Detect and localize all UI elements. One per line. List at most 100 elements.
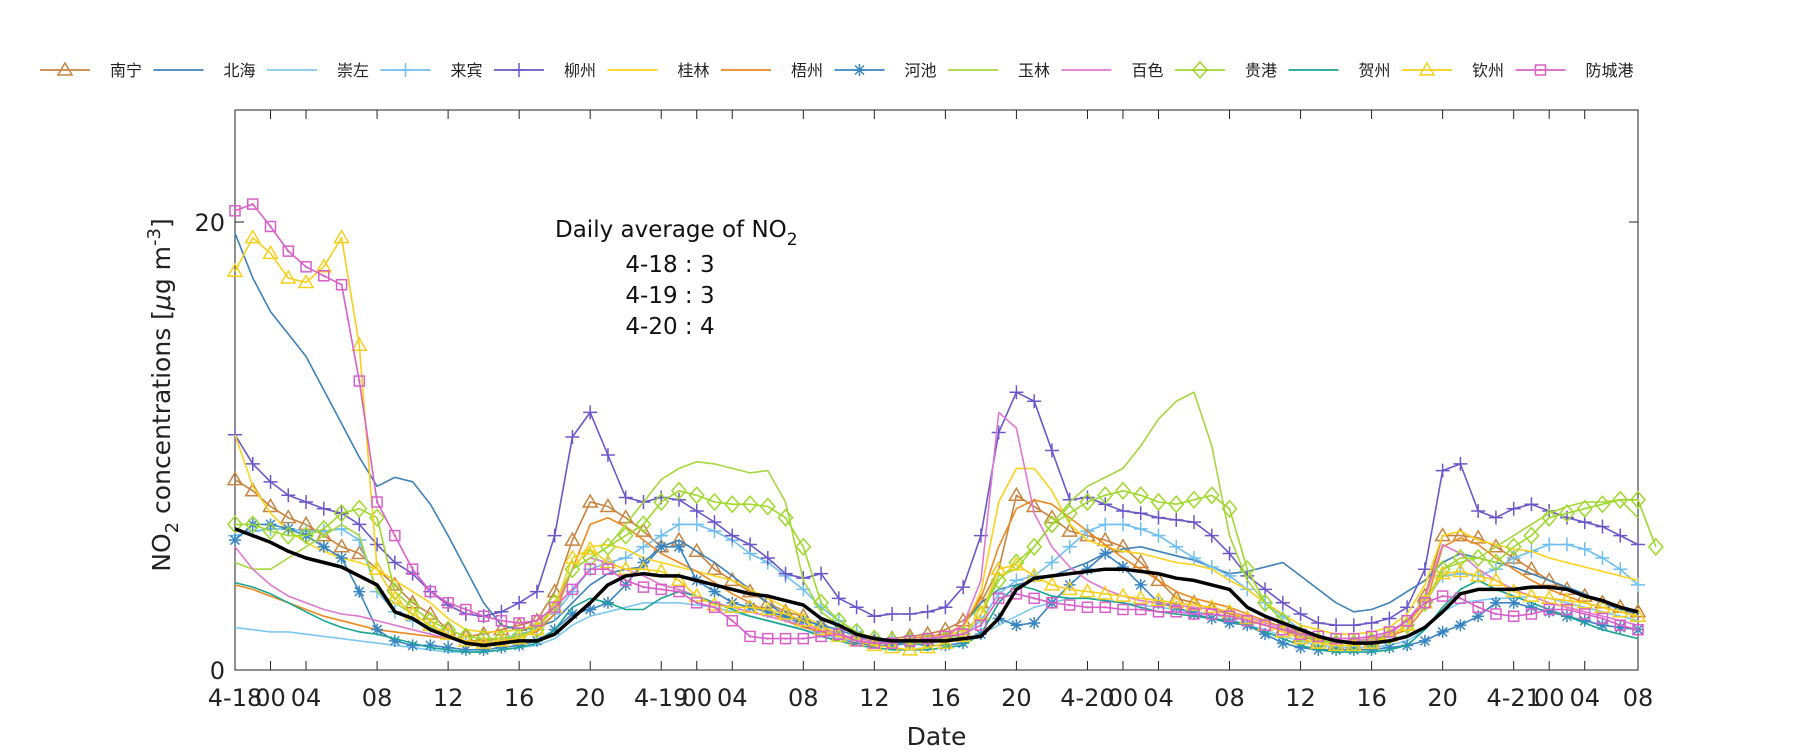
data-point-钦州 <box>901 641 919 656</box>
data-point-防城港-dot <box>944 635 947 638</box>
data-point-贵港 <box>724 495 741 514</box>
series-average <box>234 527 1639 648</box>
data-point-防城港-dot <box>287 249 290 253</box>
data-point-防城港-dot <box>1441 594 1444 598</box>
data-point-钦州 <box>1061 580 1079 596</box>
legend-label: 防城港 <box>1586 61 1634 80</box>
annotation-line-4-20: 4-20 : 4 <box>625 314 714 340</box>
legend-label: 梧州 <box>791 61 823 80</box>
data-point-防城港 <box>442 597 454 609</box>
data-point-钦州 <box>1025 567 1043 582</box>
data-point-钦州 <box>1203 598 1221 614</box>
x-tick-label: 16 <box>930 684 961 712</box>
data-point-河池 <box>459 643 472 656</box>
data-point-南宁 <box>1469 529 1487 544</box>
data-point-来宾 <box>1595 551 1610 565</box>
data-point-防城港 <box>1188 608 1200 620</box>
data-point-防城港 <box>992 592 1005 605</box>
data-point-钦州 <box>1523 587 1540 602</box>
data-point-钦州 <box>386 589 404 605</box>
data-point-河池 <box>1489 596 1502 609</box>
data-point-钦州 <box>1096 585 1114 600</box>
data-point-钦州 <box>1043 576 1061 591</box>
legend-item-防城港: 防城港 <box>1515 61 1634 80</box>
data-point-钦州 <box>439 625 457 640</box>
data-point-钦州 <box>777 605 794 620</box>
data-point-防城港-dot <box>571 588 574 591</box>
data-point-钦州 <box>670 571 688 587</box>
data-point-柳州 <box>1346 618 1361 633</box>
data-point-防城港 <box>975 619 987 631</box>
data-point-钦州 <box>759 601 777 616</box>
data-point-防城港 <box>1223 610 1236 622</box>
data-point-钦州 <box>262 244 279 260</box>
data-point-来宾 <box>1577 542 1592 557</box>
legend-label: 百色 <box>1132 61 1164 80</box>
data-point-柳州 <box>725 528 740 543</box>
data-point-防城港-dot <box>446 601 450 604</box>
data-point-防城港 <box>406 563 419 575</box>
data-point-来宾 <box>1169 539 1184 554</box>
data-point-贵港 <box>1239 560 1256 579</box>
series-防城港 <box>229 198 1644 649</box>
data-point-防城港 <box>779 632 792 645</box>
data-point-柳州 <box>1471 503 1486 518</box>
data-point-柳州 <box>299 495 314 509</box>
data-point-贵港 <box>404 598 421 617</box>
x-tick-label: 12 <box>859 684 890 712</box>
data-point-防城港-dot <box>517 621 521 625</box>
legend-label: 崇左 <box>337 61 369 80</box>
data-point-防城港-dot <box>1281 628 1285 631</box>
data-point-来宾 <box>654 528 669 543</box>
data-point-防城港-dot <box>961 632 965 636</box>
data-point-河池 <box>1418 634 1431 647</box>
data-point-钦州 <box>706 596 723 611</box>
data-point-河池 <box>1276 637 1289 650</box>
data-point-钦州 <box>1079 583 1096 598</box>
data-point-来宾 <box>1506 551 1521 565</box>
data-point-钦州 <box>368 560 386 575</box>
data-point-河池 <box>317 540 330 553</box>
data-point-柳州 <box>352 517 367 532</box>
data-point-钦州 <box>315 258 333 273</box>
data-point-柳州 <box>263 474 278 489</box>
data-point-防城港 <box>1596 612 1609 625</box>
plot-area <box>234 109 1639 671</box>
y-tick-label: 0 <box>210 657 225 685</box>
data-point-钦州 <box>564 549 581 564</box>
data-point-钦州 <box>1150 592 1167 607</box>
legend-item-崇左: 崇左 <box>267 61 369 80</box>
data-point-防城港 <box>264 220 277 233</box>
data-point-贵港 <box>635 515 652 534</box>
data-point-河池 <box>1028 616 1041 629</box>
data-point-贵港 <box>972 604 989 624</box>
data-point-贵港 <box>1097 486 1114 505</box>
data-point-钦州 <box>794 612 812 627</box>
data-point-来宾 <box>689 517 704 532</box>
data-point-来宾 <box>1151 528 1166 543</box>
data-point-钦州 <box>1292 630 1309 645</box>
data-point-防城港 <box>1525 608 1538 620</box>
data-point-河池 <box>1436 625 1449 638</box>
data-point-南宁 <box>1008 486 1025 502</box>
data-point-贵港 <box>386 582 403 601</box>
data-point-河池 <box>779 610 792 623</box>
data-point-防城港-dot <box>1263 624 1267 627</box>
data-point-防城港-dot <box>1423 601 1427 604</box>
y-axis-title: NO2 concentrations [μg m-3] <box>144 218 183 571</box>
x-tick-label: 20 <box>1001 684 1032 712</box>
x-tick-label: 4-19 <box>634 684 688 712</box>
data-point-柳州 <box>1417 562 1432 577</box>
data-point-防城港-dot <box>1299 632 1302 636</box>
series-line-贺州 <box>234 579 1639 653</box>
data-point-防城港 <box>335 278 348 291</box>
x-tick-label: 04 <box>717 684 748 712</box>
data-point-钦州 <box>493 632 510 647</box>
data-point-南宁 <box>635 522 652 537</box>
data-point-防城港-dot <box>1050 601 1054 604</box>
data-point-贵港 <box>1043 515 1060 534</box>
data-point-钦州 <box>351 336 368 351</box>
data-point-贵港 <box>1079 492 1096 512</box>
data-point-河池 <box>1596 619 1609 632</box>
data-point-柳州 <box>920 604 935 619</box>
